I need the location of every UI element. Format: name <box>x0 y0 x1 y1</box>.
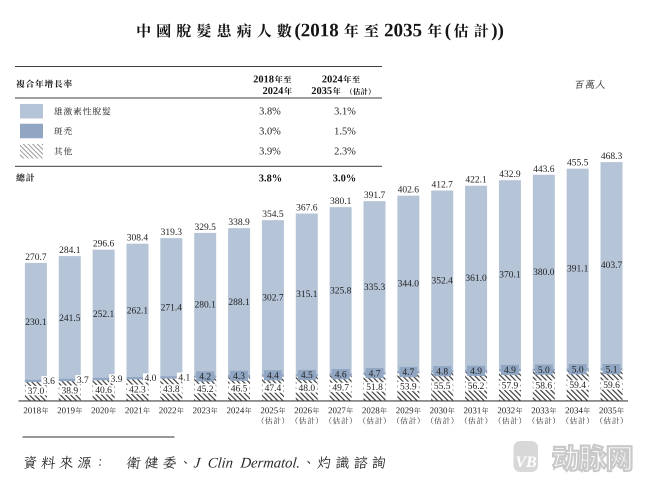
svg-text:403.7: 403.7 <box>601 261 623 271</box>
svg-text:335.3: 335.3 <box>364 283 386 293</box>
svg-text:45.2: 45.2 <box>197 385 214 395</box>
svg-text:59.6: 59.6 <box>603 381 620 391</box>
svg-text:412.7: 412.7 <box>432 181 454 191</box>
svg-text:432.9: 432.9 <box>499 170 521 180</box>
svg-text:4.9: 4.9 <box>504 366 516 376</box>
svg-text:4.8: 4.8 <box>436 367 448 377</box>
svg-text:3.7: 3.7 <box>77 376 89 386</box>
svg-text:3.6: 3.6 <box>43 377 55 387</box>
svg-text:VB: VB <box>515 454 537 471</box>
svg-text:422.1: 422.1 <box>465 176 487 186</box>
svg-text:3.0%: 3.0% <box>333 174 356 185</box>
svg-text:3.9%: 3.9% <box>259 147 281 158</box>
svg-text:380.1: 380.1 <box>330 197 352 207</box>
svg-text:4.2: 4.2 <box>199 373 211 383</box>
svg-text:325.8: 325.8 <box>330 286 352 296</box>
svg-text:3.1%: 3.1% <box>334 107 356 118</box>
svg-text:40.6: 40.6 <box>95 386 112 396</box>
svg-text:241.5: 241.5 <box>59 314 81 324</box>
svg-text:443.6: 443.6 <box>533 165 555 175</box>
svg-text:367.6: 367.6 <box>296 203 318 213</box>
svg-text:280.1: 280.1 <box>195 301 217 311</box>
svg-text:4.0: 4.0 <box>145 374 157 384</box>
svg-text:370.1: 370.1 <box>499 271 521 281</box>
svg-text:230.1: 230.1 <box>25 318 47 328</box>
svg-text:284.1: 284.1 <box>59 246 81 256</box>
svg-text:58.6: 58.6 <box>535 381 552 391</box>
svg-text:352.4: 352.4 <box>432 277 454 287</box>
svg-text:296.6: 296.6 <box>93 240 115 250</box>
svg-text:3.9: 3.9 <box>111 375 123 385</box>
svg-text:4.6: 4.6 <box>335 370 347 380</box>
svg-text:361.0: 361.0 <box>465 274 487 284</box>
svg-text:3.0%: 3.0% <box>259 127 281 138</box>
svg-text:51.8: 51.8 <box>366 383 383 393</box>
svg-text:59.4: 59.4 <box>569 381 586 391</box>
svg-text:5.0: 5.0 <box>538 366 550 376</box>
svg-text:338.9: 338.9 <box>228 218 250 228</box>
svg-text:4.7: 4.7 <box>369 369 381 379</box>
svg-text:49.7: 49.7 <box>332 384 349 394</box>
svg-text:56.2: 56.2 <box>468 382 485 392</box>
svg-text:57.9: 57.9 <box>502 382 519 392</box>
svg-text:46.5: 46.5 <box>231 384 248 394</box>
svg-text:55.5: 55.5 <box>434 382 451 392</box>
svg-text:380.0: 380.0 <box>533 268 555 278</box>
svg-text:252.1: 252.1 <box>93 310 115 320</box>
svg-text:2.3%: 2.3% <box>334 147 356 158</box>
svg-text:262.1: 262.1 <box>127 307 149 317</box>
svg-text:344.0: 344.0 <box>398 280 420 290</box>
svg-text:4.7: 4.7 <box>402 368 414 378</box>
svg-text:4.3: 4.3 <box>233 372 245 382</box>
svg-text:4.9: 4.9 <box>470 367 482 377</box>
svg-text:288.1: 288.1 <box>228 298 250 308</box>
svg-text:37.0: 37.0 <box>28 387 45 397</box>
svg-text:1.5%: 1.5% <box>334 127 356 138</box>
svg-text:4.4: 4.4 <box>267 372 279 382</box>
svg-text:402.6: 402.6 <box>398 186 420 196</box>
svg-text:270.7: 270.7 <box>25 253 47 263</box>
svg-text:319.3: 319.3 <box>161 228 183 238</box>
svg-text:354.5: 354.5 <box>262 210 284 220</box>
svg-text:315.1: 315.1 <box>296 290 318 300</box>
svg-text:48.0: 48.0 <box>298 384 315 394</box>
svg-text:38.9: 38.9 <box>61 386 78 396</box>
svg-text:5.1: 5.1 <box>606 365 618 375</box>
svg-text:4.1: 4.1 <box>178 373 190 383</box>
svg-text:5.0: 5.0 <box>572 365 584 375</box>
svg-text:271.4: 271.4 <box>161 304 183 314</box>
svg-text:329.5: 329.5 <box>195 223 217 233</box>
svg-text:455.5: 455.5 <box>567 159 589 169</box>
svg-text:391.1: 391.1 <box>567 265 589 275</box>
svg-text:42.3: 42.3 <box>129 386 146 396</box>
svg-text:391.7: 391.7 <box>364 191 386 201</box>
svg-text:468.3: 468.3 <box>601 152 623 162</box>
svg-text:3.8%: 3.8% <box>259 107 281 118</box>
svg-text:47.4: 47.4 <box>265 384 282 394</box>
svg-text:4.5: 4.5 <box>301 371 313 381</box>
svg-text:3.8%: 3.8% <box>259 174 282 185</box>
svg-text:53.9: 53.9 <box>400 383 417 393</box>
svg-text:302.7: 302.7 <box>262 294 284 304</box>
svg-text:308.4: 308.4 <box>127 234 149 244</box>
svg-text:43.8: 43.8 <box>163 385 180 395</box>
